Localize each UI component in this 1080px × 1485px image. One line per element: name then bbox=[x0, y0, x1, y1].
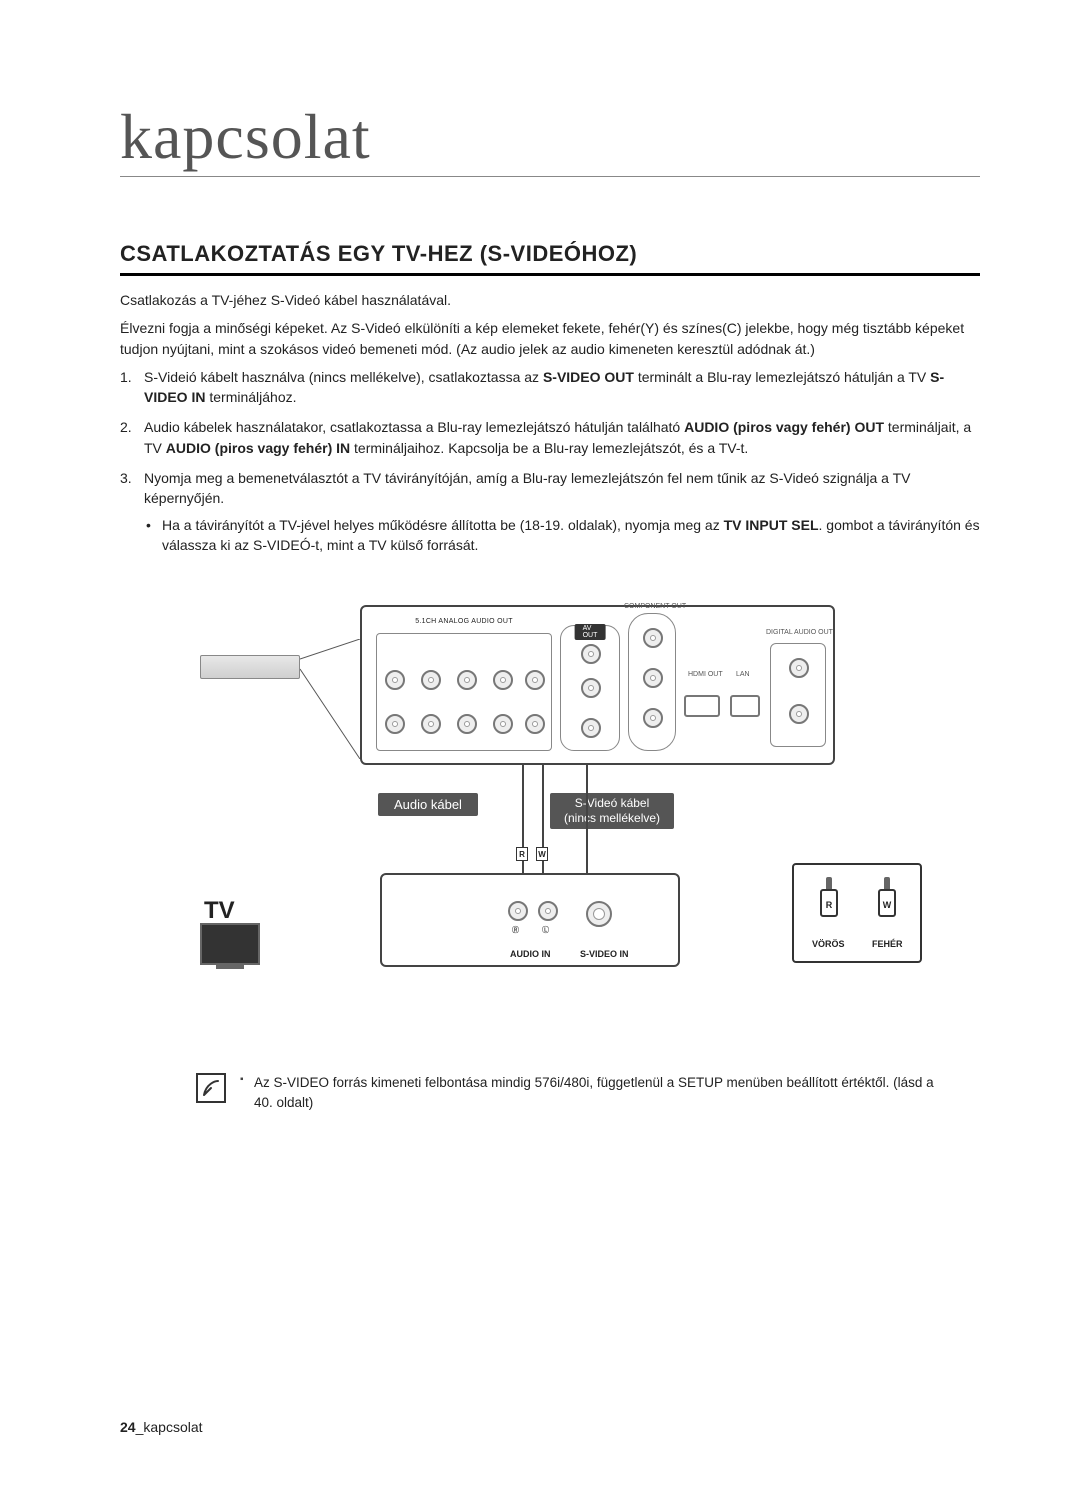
hdmi-label: HDMI OUT bbox=[688, 671, 723, 678]
legend-white-label: FEHÉR bbox=[872, 939, 903, 949]
av-out-group: AV OUT bbox=[560, 625, 620, 751]
step-2: Audio kábelek használatakor, csatlakozta… bbox=[120, 417, 980, 458]
step-1: S-Videió kábelt használva (nincs melléke… bbox=[120, 367, 980, 408]
lan-port bbox=[730, 695, 760, 717]
audio-cable-label: Audio kábel bbox=[378, 793, 478, 816]
tv-svideo-in-label: S-VIDEO IN bbox=[580, 949, 629, 959]
analog-audio-out-label: 5.1CH ANALOG AUDIO OUT bbox=[377, 618, 551, 625]
bluray-player-front bbox=[200, 655, 300, 679]
note-block: Az S-VIDEO forrás kimeneti felbontása mi… bbox=[120, 1073, 980, 1112]
analog-audio-out-group: 5.1CH ANALOG AUDIO OUT bbox=[376, 633, 552, 751]
tv-label: TV bbox=[204, 897, 235, 925]
tv-audio-in-label: AUDIO IN bbox=[510, 949, 551, 959]
rca-white-plug-icon: W bbox=[878, 877, 896, 917]
leader-lines bbox=[300, 639, 360, 759]
cable-svideo bbox=[586, 763, 588, 883]
cable-tag-w: W bbox=[536, 847, 548, 861]
lan-label: LAN bbox=[736, 671, 750, 678]
steps-list: S-Videió kábelt használva (nincs melléke… bbox=[120, 367, 980, 555]
cable-tag-r: R bbox=[516, 847, 528, 861]
rear-panel: 5.1CH ANALOG AUDIO OUT AV OUT COMPONENT … bbox=[360, 605, 835, 765]
page-footer: 24_kapcsolat bbox=[120, 1419, 203, 1435]
step-3-bullet: Ha a távirányítót a TV-jével helyes műkö… bbox=[144, 515, 980, 556]
tv-input-panel: Ⓡ Ⓛ AUDIO IN S-VIDEO IN bbox=[380, 873, 680, 967]
connection-diagram: 5.1CH ANALOG AUDIO OUT AV OUT COMPONENT … bbox=[120, 595, 980, 1025]
rca-color-legend: R W VÖRÖS FEHÉR bbox=[792, 863, 922, 963]
component-out-group bbox=[628, 613, 676, 751]
step-3: Nyomja meg a bemenetválasztót a TV távir… bbox=[120, 468, 980, 555]
intro-line-1: Csatlakozás a TV-jéhez S-Videó kábel has… bbox=[120, 290, 980, 310]
cable-white bbox=[542, 763, 544, 883]
note-text: Az S-VIDEO forrás kimeneti felbontása mi… bbox=[240, 1073, 940, 1112]
intro-line-2: Élvezni fogja a minőségi képeket. Az S-V… bbox=[120, 318, 980, 359]
tv-stand-icon bbox=[216, 965, 244, 969]
svideo-cable-label: S-Videó kábel(nincs mellékelve) bbox=[550, 793, 674, 829]
hdmi-port bbox=[684, 695, 720, 717]
chapter-title: kapcsolat bbox=[120, 100, 980, 177]
av-out-label: AV OUT bbox=[575, 624, 606, 640]
component-out-label: COMPONENT OUT bbox=[624, 603, 686, 610]
section-title: CSATLAKOZTATÁS EGY TV-HEZ (S-VIDEÓHOZ) bbox=[120, 241, 980, 276]
rca-red-plug-icon: R bbox=[820, 877, 838, 917]
legend-red-label: VÖRÖS bbox=[812, 939, 845, 949]
cable-red bbox=[522, 763, 524, 883]
digital-audio-group bbox=[770, 643, 826, 747]
tv-monitor-icon bbox=[200, 923, 260, 965]
note-icon bbox=[196, 1073, 226, 1103]
digital-audio-label: DIGITAL AUDIO OUT bbox=[766, 629, 833, 636]
